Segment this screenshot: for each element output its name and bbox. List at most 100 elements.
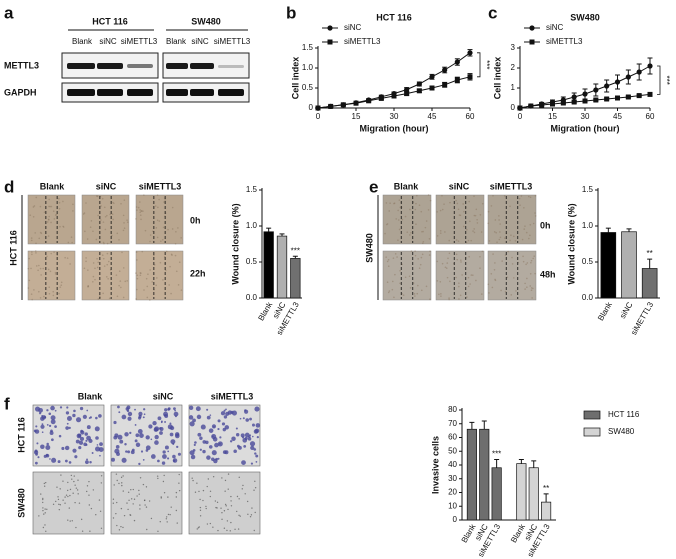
texture: [155, 227, 158, 229]
cell: [206, 455, 211, 460]
texture: [481, 250, 484, 253]
y-tick-label: 40: [448, 460, 457, 469]
cell: [45, 445, 51, 450]
panel-letter: b: [286, 3, 296, 22]
texture: [27, 267, 30, 270]
texture: [126, 219, 128, 222]
cell: [161, 461, 166, 465]
cell: [241, 488, 243, 490]
y-tick-label: 80: [448, 405, 457, 414]
cell: [86, 435, 91, 441]
cell: [142, 416, 145, 419]
texture: [180, 289, 183, 291]
texture: [456, 258, 459, 261]
texture: [397, 219, 400, 221]
texture: [126, 221, 129, 223]
cell: [116, 452, 120, 457]
texture: [70, 236, 73, 238]
texture: [48, 286, 51, 289]
cell: [167, 424, 173, 430]
texture: [175, 270, 178, 273]
texture: [58, 197, 60, 200]
cell: [62, 480, 64, 482]
cell: [165, 516, 168, 518]
cell: [38, 515, 40, 517]
texture: [498, 238, 501, 241]
cell: [38, 407, 43, 413]
blot-image: [61, 52, 250, 103]
cell: [154, 440, 159, 445]
cell: [44, 508, 46, 510]
row-label: METTL3: [4, 60, 39, 70]
cell: [136, 495, 138, 497]
texture: [413, 293, 416, 295]
marker: [636, 69, 642, 75]
texture: [43, 295, 45, 298]
row-label: SW480: [16, 488, 26, 518]
texture: [31, 253, 33, 256]
cell: [143, 413, 146, 416]
cell: [202, 489, 205, 492]
cell: [123, 514, 126, 517]
texture: [398, 228, 401, 231]
texture: [439, 209, 442, 212]
y-tick-label: 30: [448, 474, 457, 483]
texture: [96, 195, 99, 198]
cell: [163, 474, 165, 477]
cell: [199, 515, 202, 517]
cell: [238, 445, 242, 450]
cell: [98, 447, 104, 452]
cell: [116, 501, 118, 504]
texture: [487, 283, 490, 286]
cell: [211, 435, 214, 438]
texture: [153, 254, 155, 257]
x-axis-title: Migration (hour): [360, 123, 429, 133]
cell: [79, 436, 85, 441]
row-label: 0h: [190, 215, 201, 225]
cell: [145, 486, 148, 488]
cell: [251, 507, 253, 509]
texture: [104, 228, 107, 231]
texture: [455, 276, 457, 279]
texture: [171, 228, 174, 230]
texture: [441, 194, 443, 197]
cell: [59, 504, 61, 506]
marker: [442, 82, 448, 88]
texture: [494, 279, 497, 282]
texture: [446, 262, 449, 264]
marker: [636, 93, 642, 99]
marker: [366, 98, 372, 104]
texture: [491, 286, 494, 289]
texture: [523, 228, 526, 230]
cell: [244, 432, 250, 438]
texture: [60, 284, 63, 286]
cell: [250, 445, 255, 451]
cell: [50, 415, 56, 421]
texture: [529, 234, 531, 237]
texture: [428, 237, 431, 240]
y-axis-title: Wound closure (%): [230, 203, 240, 284]
cell: [122, 490, 124, 492]
texture: [512, 277, 515, 279]
cell: [75, 439, 80, 444]
cell: [116, 479, 118, 482]
texture: [58, 207, 61, 210]
cell: [164, 408, 168, 412]
cell: [57, 460, 61, 464]
texture: [136, 274, 139, 277]
texture: [387, 291, 390, 294]
texture: [146, 296, 149, 299]
cell: [175, 491, 178, 494]
cell: [239, 515, 241, 517]
cell: [115, 445, 120, 449]
cell: [52, 503, 55, 506]
cell: [42, 497, 44, 500]
x-tick-label: 60: [466, 112, 475, 121]
texture: [492, 194, 494, 197]
cell: [86, 425, 91, 430]
x-tick-label: 0: [518, 112, 523, 121]
cell: [80, 429, 84, 433]
cell: [34, 461, 38, 465]
bar: [466, 428, 477, 521]
